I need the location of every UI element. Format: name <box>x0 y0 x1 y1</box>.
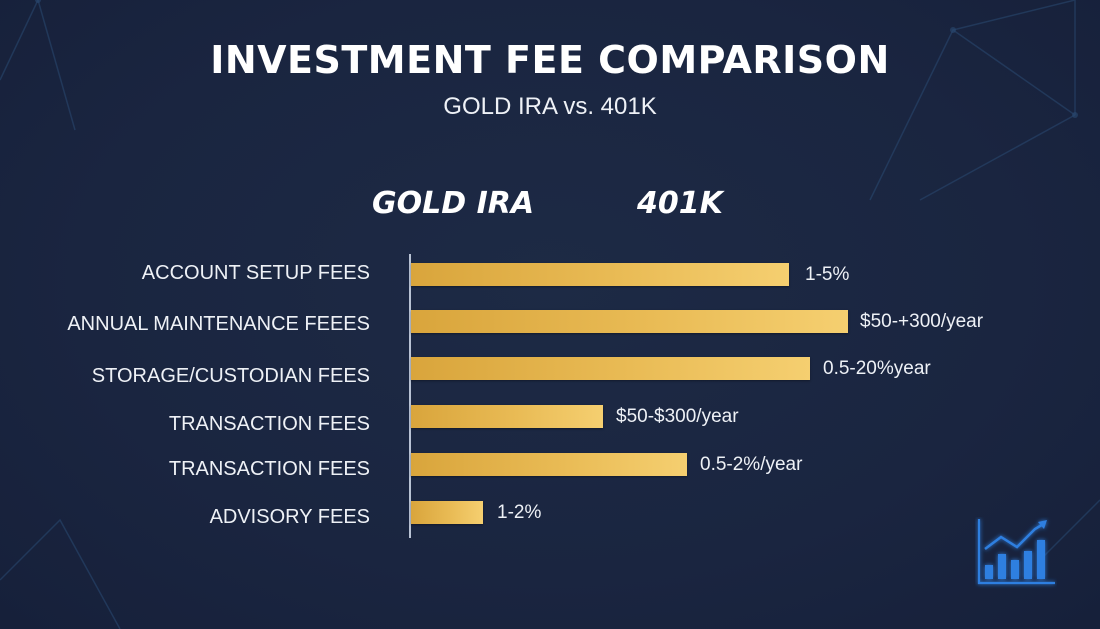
chart-axis <box>409 254 411 538</box>
value-label-annual-maintenance: $50-+300/year <box>860 311 984 332</box>
value-label-transaction-1: $50-$300/year <box>616 406 739 427</box>
page-subtitle: GOLD IRA vs. 401K <box>443 93 657 120</box>
growth-chart-icon <box>977 519 1055 585</box>
value-label-transaction-2: 0.5-2%/year <box>700 454 803 475</box>
row-label-transaction-1: TRANSACTION FEES <box>168 413 370 435</box>
row-label-transaction-2: TRANSACTION FEES <box>168 458 370 480</box>
bar-account-setup <box>411 263 789 286</box>
bar-storage-custodian <box>411 357 810 380</box>
value-label-account-setup: 1-5% <box>805 264 850 285</box>
value-label-storage-custodian: 0.5-20%year <box>823 358 931 379</box>
row-label-advisory: ADVISORY FEES <box>209 506 370 528</box>
value-label-advisory: 1-2% <box>497 502 542 523</box>
bar-transaction-2 <box>411 453 687 476</box>
row-label-storage-custodian: STORAGE/CUSTODIAN FEES <box>91 365 370 387</box>
column-header-401k: 401K <box>637 186 723 221</box>
bar-advisory <box>411 501 483 524</box>
row-label-account-setup: ACCOUNT SETUP FEES <box>141 262 370 284</box>
row-label-annual-maintenance: ANNUAL MAINTENANCE FEEES <box>67 313 370 335</box>
column-header-gold-ira: GOLD IRA <box>372 186 535 221</box>
page-title: INVESTMENT FEE COMPARISON <box>210 38 890 82</box>
bar-transaction-1 <box>411 405 603 428</box>
bar-annual-maintenance <box>411 310 848 333</box>
